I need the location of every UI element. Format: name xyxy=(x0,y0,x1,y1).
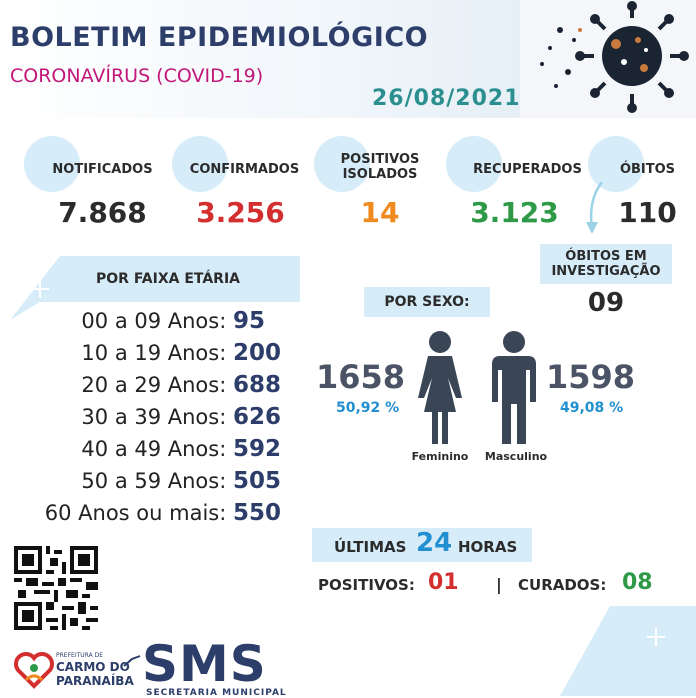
ultimas-hours: 24 xyxy=(416,528,453,558)
heart-logo-icon xyxy=(14,652,54,689)
notificados-circle xyxy=(24,136,80,192)
qr-code-icon[interactable] xyxy=(14,546,98,630)
confirmados-label: CONFIRMADOS xyxy=(189,162,300,177)
masculino-label: Masculino xyxy=(484,450,548,463)
curados-24h-label: CURADOS: xyxy=(518,576,607,594)
positivos-circle xyxy=(314,136,370,192)
feminino-value: 1658 xyxy=(316,358,406,396)
separator: | xyxy=(496,575,502,594)
obitos-value: 110 xyxy=(618,196,677,229)
notificados-value: 7.868 xyxy=(58,196,147,229)
positivos-label-1: POSITIVOS xyxy=(340,152,420,167)
bulletin-title: BOLETIM EPIDEMIOLÓGICO xyxy=(10,22,429,53)
curados-24h-value: 08 xyxy=(622,570,653,595)
positivos-value: 14 xyxy=(360,196,400,229)
sexo-banner xyxy=(364,287,490,317)
feminino-label: Feminino xyxy=(411,450,469,463)
ultimas-banner xyxy=(312,528,532,562)
bulletin-subtitle: CORONAVÍRUS (COVID-19) xyxy=(10,65,264,87)
header-band xyxy=(0,0,520,118)
decorative-shape xyxy=(560,606,696,696)
age-row: 40 a 49 Anos: 592 xyxy=(81,436,282,462)
female-figure-icon xyxy=(418,331,462,444)
positivos-24h-value: 01 xyxy=(428,570,459,595)
notificados-label: NOTIFICADOS xyxy=(52,162,153,177)
secretaria-label: SECRETARIA MUNICIPAL xyxy=(146,688,287,698)
investigacao-label-1: ÓBITOS EM xyxy=(565,249,647,264)
age-row: 00 a 09 Anos: 95 xyxy=(81,308,266,334)
recuperados-value: 3.123 xyxy=(470,196,559,229)
virus-icon xyxy=(520,0,696,118)
prefeitura-label: PREFEITURA DE xyxy=(56,652,103,659)
investigacao-label-2: INVESTIGAÇÃO xyxy=(551,264,661,279)
ultimas-prefix: ÚLTIMAS xyxy=(334,538,407,556)
positivos-label-2: ISOLADOS xyxy=(342,167,418,182)
age-row: 10 a 19 Anos: 200 xyxy=(81,340,282,366)
investigacao-box xyxy=(540,244,672,284)
growth-arrow-icon xyxy=(123,655,141,667)
feminino-percent: 50,92 % xyxy=(336,400,400,416)
age-row: 30 a 39 Anos: 626 xyxy=(81,404,282,430)
sms-logo: SMS xyxy=(142,635,267,693)
age-row: 60 Anos ou mais: 550 xyxy=(44,500,282,526)
recuperados-label: RECUPERADOS xyxy=(473,162,582,177)
bulletin-date: 26/08/2021 xyxy=(372,86,521,111)
masculino-value: 1598 xyxy=(546,358,636,396)
ultimas-suffix: HORAS xyxy=(458,538,518,556)
masculino-percent: 49,08 % xyxy=(560,400,624,416)
faixa-etaria-banner xyxy=(10,256,300,320)
male-figure-icon xyxy=(492,331,536,444)
city-line-2: PARANAÍBA xyxy=(56,674,134,688)
age-row: 50 a 59 Anos: 505 xyxy=(81,468,282,494)
confirmados-value: 3.256 xyxy=(196,196,285,229)
age-row: 20 a 29 Anos: 688 xyxy=(81,372,282,398)
positivos-24h-label: POSITIVOS: xyxy=(318,576,415,594)
recuperados-circle xyxy=(446,136,502,192)
confirmados-circle xyxy=(172,136,228,192)
investigacao-value: 09 xyxy=(587,288,625,318)
city-line-1: CARMO DO xyxy=(56,660,130,674)
arrow-down-icon xyxy=(586,181,604,234)
obitos-circle xyxy=(588,136,644,192)
obitos-label: ÓBITOS xyxy=(619,162,676,177)
faixa-etaria-title: POR FAIXA ETÁRIA xyxy=(96,271,241,287)
sexo-title: POR SEXO: xyxy=(384,294,470,310)
